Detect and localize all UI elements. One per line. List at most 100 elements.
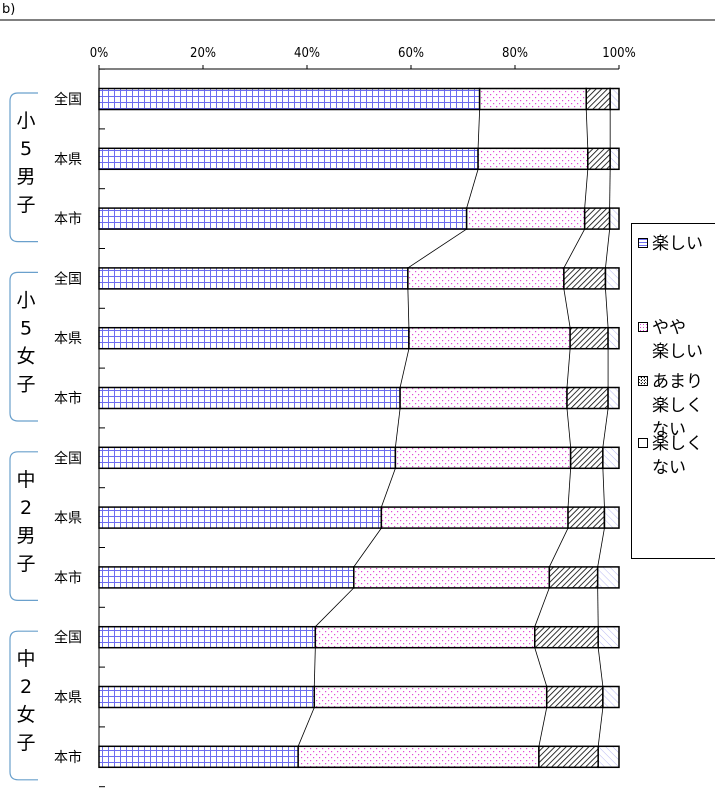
bar-segment-somewhat: [465, 207, 586, 230]
x-tick-label: 100%: [602, 46, 635, 61]
bar-segment-not-much: [538, 745, 599, 769]
bar-segment-not: [604, 267, 620, 290]
category-label: 全国: [54, 270, 82, 287]
group-label-char: 5: [20, 138, 32, 160]
category-label: 本市: [54, 390, 82, 407]
series-connector-line: [566, 408, 572, 448]
group-label-char: 5: [20, 317, 32, 339]
bar-segment-somewhat: [477, 147, 589, 171]
category-label: 本県: [54, 511, 82, 527]
series-connector-line: [567, 468, 572, 508]
bar-segment-not-much: [569, 446, 604, 470]
bar-segment-not: [602, 446, 620, 470]
legend-label: ない: [652, 458, 686, 478]
category-label: 本県: [54, 331, 82, 347]
bar-segment-enjoy: [98, 446, 397, 470]
x-tick-label: 0%: [90, 46, 109, 61]
series-connector-line: [395, 408, 401, 448]
legend-item: やや 楽しい: [638, 316, 703, 364]
bar-segment-somewhat: [313, 685, 548, 709]
bar-segment-somewhat: [394, 446, 572, 470]
legend-item: 楽しい: [638, 232, 703, 256]
x-tick-label: 60%: [398, 46, 424, 61]
legend-item: あまり 楽しく ない: [638, 370, 703, 442]
legend-label: 楽しい: [652, 234, 703, 254]
group-bracket: [9, 271, 38, 422]
bar-segment-not: [597, 745, 620, 769]
bar-segment-not-much: [563, 267, 607, 290]
group-bracket: [9, 451, 38, 601]
plot-area: 0% 20% 40% 60% 80% 100%全国本県本市全国本県本市全国本県本市全国本県…: [9, 46, 636, 788]
group-label-char: 小: [16, 289, 35, 311]
bar-segment-enjoy: [98, 506, 383, 529]
bar-segment-not: [609, 147, 620, 171]
bar-segment-enjoy: [98, 207, 468, 230]
series-connector-line: [563, 288, 571, 328]
category-label: 本市: [54, 749, 82, 766]
legend-item: 楽しく ない: [638, 432, 703, 480]
bar-segment-enjoy: [98, 625, 317, 649]
legend-swatch: [638, 238, 648, 248]
series-connector-line: [605, 288, 609, 328]
legend-label: 楽しく ない: [652, 396, 703, 440]
category-label: 本県: [54, 152, 82, 168]
bar-segment-not-much: [548, 566, 599, 589]
category-label: 本市: [54, 211, 82, 228]
bar-segment-somewhat: [380, 506, 569, 529]
bar-segment-not-much: [585, 87, 611, 111]
series-connector-line: [597, 587, 599, 627]
series-connector-line: [399, 348, 410, 388]
bar-segment-enjoy: [98, 267, 409, 290]
group-bracket: [9, 92, 38, 243]
group-label-char: 2: [20, 676, 32, 698]
group-label-char: 2: [20, 497, 32, 519]
bar-segment-somewhat: [407, 267, 565, 290]
series-connector-line: [609, 169, 611, 209]
series-connector-line: [477, 109, 481, 149]
x-tick-label: 80%: [502, 46, 528, 61]
group-label-char: 女: [16, 704, 35, 726]
category-label: 全国: [54, 91, 82, 108]
series-connector-line: [597, 528, 605, 567]
series-connector-line: [585, 109, 589, 149]
bar-segment-not-much: [534, 625, 599, 649]
category-label: 本県: [54, 690, 82, 706]
x-tick-label: 40%: [294, 46, 320, 61]
series-connector-line: [584, 169, 589, 209]
bar-segment-not-much: [587, 147, 611, 171]
series-connector-line: [380, 468, 396, 508]
legend-swatch: [638, 438, 648, 448]
bar-segment-not: [597, 625, 620, 649]
group-label-char: 男: [16, 525, 35, 547]
group-label-char: 中: [16, 648, 35, 670]
group-label-char: 子: [16, 373, 35, 395]
series-connector-line: [605, 229, 611, 268]
bar-segment-not: [596, 566, 620, 589]
series-connector-line: [548, 527, 569, 568]
bar-segment-somewhat: [353, 566, 551, 589]
group-label-char: 子: [16, 553, 35, 575]
legend-label: あまり: [652, 372, 703, 392]
series-connector-line: [538, 707, 548, 747]
bar-segment-not: [609, 87, 620, 111]
bar-segment-not-much: [545, 685, 604, 709]
legend: 楽しい やや 楽しい あまり 楽しく ない 楽しく ない: [631, 223, 715, 559]
bar-segment-enjoy: [98, 147, 479, 171]
legend-label: 楽しい: [652, 342, 703, 362]
group-bracket: [9, 630, 38, 781]
bar-segment-enjoy: [98, 326, 410, 350]
bar-segment-not: [603, 506, 620, 529]
bar-segment-somewhat: [297, 745, 540, 769]
bar-segment-not: [607, 386, 620, 410]
bar-segment-enjoy: [98, 566, 355, 589]
x-tick-label: 20%: [190, 46, 216, 61]
bar-segment-enjoy: [98, 685, 316, 709]
bar-segment-enjoy: [98, 386, 401, 410]
series-connector-line: [466, 169, 479, 209]
category-label: 全国: [54, 450, 82, 467]
series-connector-line: [597, 707, 604, 747]
bar-segment-enjoy: [98, 745, 299, 769]
group-label-char: 女: [16, 345, 35, 367]
series-connector-line: [407, 228, 467, 269]
series-connector-line: [566, 348, 571, 388]
